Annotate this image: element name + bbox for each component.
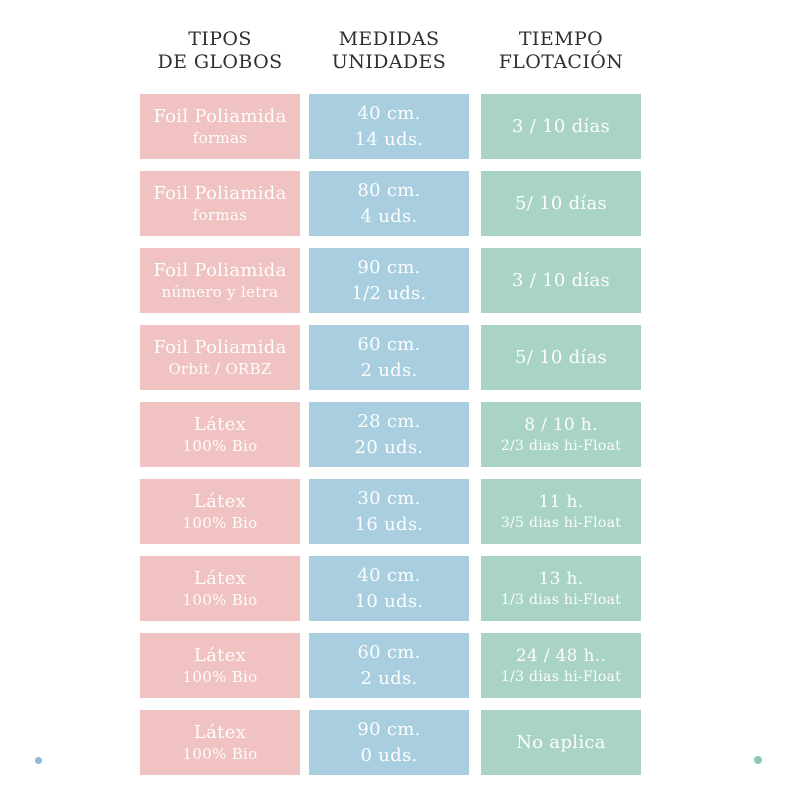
cell-tipo: Foil Poliamida número y letra <box>140 248 300 313</box>
header-line-1: TIPOS <box>188 28 252 50</box>
table-row: Foil Poliamida formas 40 cm. 14 uds. 3 / 10 … <box>0 94 800 159</box>
tiempo-line-1: 3 / 10 días <box>511 115 611 137</box>
tipo-line-2: 100% Bio <box>182 745 258 763</box>
medida-line-1: 90 cm. <box>357 256 421 278</box>
tipo-line-1: Látex <box>193 645 247 666</box>
cell-medida: 80 cm. 4 uds. <box>309 171 469 236</box>
cell-tipo: Látex 100% Bio <box>140 633 300 698</box>
tipo-line-2: número y letra <box>161 283 279 301</box>
cell-medida: 60 cm. 2 uds. <box>309 325 469 390</box>
cell-tiempo: 5/ 10 días <box>481 325 641 390</box>
decorative-dot-teal <box>754 756 762 764</box>
tiempo-line-1: 13 h. <box>538 569 584 589</box>
cell-medida: 30 cm. 16 uds. <box>309 479 469 544</box>
table-row: Látex 100% Bio 90 cm. 0 uds. No aplica <box>0 710 800 775</box>
tipo-line-1: Látex <box>193 568 247 589</box>
cell-tipo: Látex 100% Bio <box>140 402 300 467</box>
header-line-2: UNIDADES <box>331 51 447 73</box>
medida-line-1: 90 cm. <box>357 718 421 740</box>
medida-line-1: 40 cm. <box>357 564 421 586</box>
cell-tiempo: 13 h. 1/3 dias hi-Float <box>481 556 641 621</box>
table-row: Látex 100% Bio 28 cm. 20 uds. 8 / 10 h. 2/3 d… <box>0 402 800 467</box>
cell-tipo: Látex 100% Bio <box>140 710 300 775</box>
table-row: Látex 100% Bio 40 cm. 10 uds. 13 h. 1/3 dias … <box>0 556 800 621</box>
cell-tiempo: 8 / 10 h. 2/3 dias hi-Float <box>481 402 641 467</box>
medida-line-2: 16 uds. <box>354 513 424 535</box>
tipo-line-2: 100% Bio <box>182 591 258 609</box>
tiempo-line-2: 1/3 dias hi-Float <box>500 669 622 685</box>
cell-tipo: Foil Poliamida Orbit / ORBZ <box>140 325 300 390</box>
cell-tiempo: 24 / 48 h.. 1/3 dias hi-Float <box>481 633 641 698</box>
cell-tipo: Látex 100% Bio <box>140 556 300 621</box>
medida-line-2: 2 uds. <box>360 359 418 381</box>
tiempo-line-1: 8 / 10 h. <box>524 415 598 435</box>
tiempo-line-1: No aplica <box>516 731 606 753</box>
cell-medida: 90 cm. 1/2 uds. <box>309 248 469 313</box>
tipo-line-2: Orbit / ORBZ <box>168 360 272 378</box>
tipo-line-2: 100% Bio <box>182 437 258 455</box>
column-header-tipos-de-globos: TIPOS DE GLOBOS <box>130 28 310 74</box>
tipo-line-1: Foil Poliamida <box>153 106 287 127</box>
medida-line-2: 14 uds. <box>354 128 424 150</box>
header-line-2: FLOTACIÓN <box>498 51 624 73</box>
tiempo-line-2: 1/3 dias hi-Float <box>500 592 622 608</box>
tiempo-line-1: 5/ 10 días <box>514 346 608 368</box>
cell-medida: 40 cm. 14 uds. <box>309 94 469 159</box>
medida-line-1: 40 cm. <box>357 102 421 124</box>
tiempo-line-1: 11 h. <box>538 492 584 512</box>
header-line-2: DE GLOBOS <box>157 51 283 73</box>
medida-line-2: 2 uds. <box>360 667 418 689</box>
tipo-line-2: formas <box>192 206 248 224</box>
tiempo-line-2: 3/5 dias hi-Float <box>500 515 622 531</box>
medida-line-2: 20 uds. <box>354 436 424 458</box>
tipo-line-1: Foil Poliamida <box>153 260 287 281</box>
cell-medida: 40 cm. 10 uds. <box>309 556 469 621</box>
tiempo-line-1: 24 / 48 h.. <box>515 646 607 666</box>
cell-tiempo: No aplica <box>481 710 641 775</box>
medida-line-2: 4 uds. <box>360 205 418 227</box>
cell-tiempo: 11 h. 3/5 dias hi-Float <box>481 479 641 544</box>
medida-line-2: 10 uds. <box>354 590 424 612</box>
column-header-tiempo-flotacion: TIEMPO FLOTACIÓN <box>471 28 651 74</box>
medida-line-1: 60 cm. <box>357 333 421 355</box>
tipo-line-2: formas <box>192 129 248 147</box>
table-row: Foil Poliamida número y letra 90 cm. 1/2 ud… <box>0 248 800 313</box>
tipo-line-1: Látex <box>193 414 247 435</box>
medida-line-2: 0 uds. <box>360 744 418 766</box>
tiempo-line-1: 3 / 10 días <box>511 269 611 291</box>
medida-line-1: 28 cm. <box>357 410 421 432</box>
table-row: Foil Poliamida formas 80 cm. 4 uds. 5/ 10 dí… <box>0 171 800 236</box>
header-line-1: MEDIDAS <box>338 28 440 50</box>
medida-line-1: 30 cm. <box>357 487 421 509</box>
medida-line-1: 80 cm. <box>357 179 421 201</box>
decorative-dot-blue <box>35 757 42 764</box>
column-header-medidas-unidades: MEDIDAS UNIDADES <box>299 28 479 74</box>
tipo-line-1: Foil Poliamida <box>153 337 287 358</box>
tiempo-line-2: 2/3 dias hi-Float <box>500 438 622 454</box>
tipo-line-1: Látex <box>193 722 247 743</box>
cell-tipo: Foil Poliamida formas <box>140 94 300 159</box>
table-row: Látex 100% Bio 30 cm. 16 uds. 11 h. 3/5 dias … <box>0 479 800 544</box>
table-row: Foil Poliamida Orbit / ORBZ 60 cm. 2 uds. 5/… <box>0 325 800 390</box>
tipo-line-2: 100% Bio <box>182 668 258 686</box>
table-row: Látex 100% Bio 60 cm. 2 uds. 24 / 48 h.. 1/3 … <box>0 633 800 698</box>
tipo-line-1: Látex <box>193 491 247 512</box>
cell-medida: 60 cm. 2 uds. <box>309 633 469 698</box>
tipo-line-2: 100% Bio <box>182 514 258 532</box>
header-line-1: TIEMPO <box>518 28 604 50</box>
cell-tipo: Látex 100% Bio <box>140 479 300 544</box>
medida-line-2: 1/2 uds. <box>351 282 427 304</box>
cell-medida: 28 cm. 20 uds. <box>309 402 469 467</box>
cell-tipo: Foil Poliamida formas <box>140 171 300 236</box>
cell-tiempo: 3 / 10 días <box>481 248 641 313</box>
tiempo-line-1: 5/ 10 días <box>514 192 608 214</box>
cell-tiempo: 5/ 10 días <box>481 171 641 236</box>
cell-medida: 90 cm. 0 uds. <box>309 710 469 775</box>
medida-line-1: 60 cm. <box>357 641 421 663</box>
tipo-line-1: Foil Poliamida <box>153 183 287 204</box>
cell-tiempo: 3 / 10 días <box>481 94 641 159</box>
